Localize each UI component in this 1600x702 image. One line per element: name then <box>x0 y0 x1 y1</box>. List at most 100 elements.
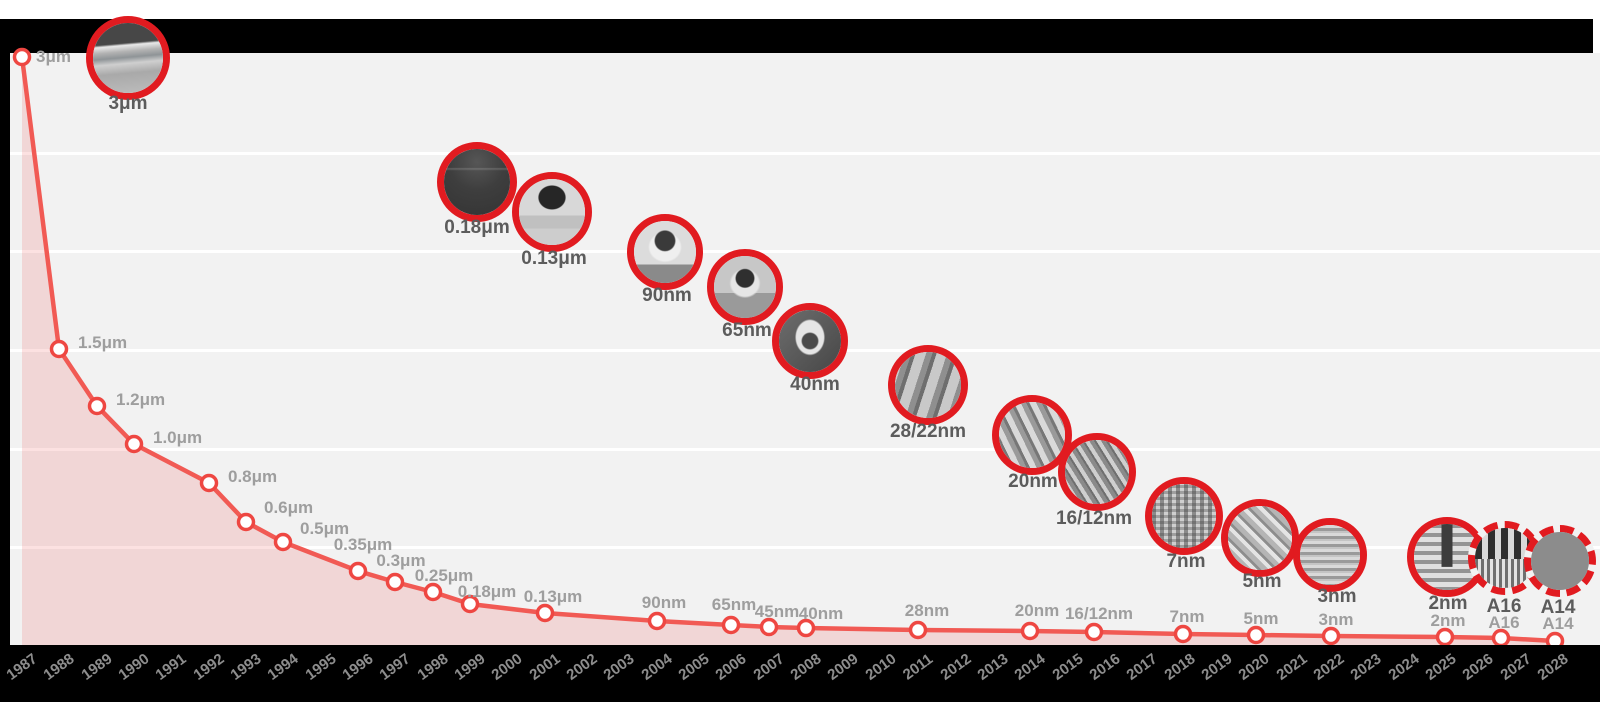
callout-circle-a16 <box>1468 521 1542 595</box>
year-tick-label: 2027 <box>1497 650 1535 684</box>
callout-label: 3nm <box>1317 586 1357 607</box>
year-tick-label: 2003 <box>600 650 638 684</box>
micrograph-image <box>779 310 841 372</box>
data-point-marker <box>721 615 741 635</box>
year-tick-label: 2012 <box>937 650 974 684</box>
node-label: A14 <box>1542 614 1574 633</box>
callout-label: 65nm <box>722 320 772 341</box>
callout-circle-a14 <box>1524 525 1596 597</box>
gridline <box>10 152 1600 155</box>
micrograph-image <box>999 402 1065 468</box>
data-point-marker <box>908 620 928 640</box>
data-point-marker <box>1020 621 1040 641</box>
year-tick-label: 2026 <box>1459 650 1497 684</box>
year-tick-label: 2008 <box>787 650 825 684</box>
callout-circle-013m <box>512 172 592 252</box>
micrograph-image <box>519 179 585 245</box>
micrograph-image <box>1228 506 1292 570</box>
node-label: 20nm <box>1014 601 1060 620</box>
callout-circle-65nm <box>707 249 783 325</box>
node-label: 0.18μm <box>457 582 517 601</box>
data-point-marker <box>1435 627 1455 647</box>
top-margin-strip <box>0 0 1600 19</box>
node-label: 16/12nm <box>1064 604 1134 623</box>
data-point-marker <box>236 512 256 532</box>
micrograph-image <box>1300 525 1360 585</box>
year-tick-label: 2028 <box>1534 650 1572 684</box>
data-point-marker <box>87 396 107 416</box>
year-tick-label: 2024 <box>1385 650 1423 684</box>
callout-circle-3nm <box>1293 518 1367 592</box>
gridline <box>10 546 1600 549</box>
node-label: 45nm <box>754 602 800 621</box>
callout-circle-5nm <box>1221 499 1299 577</box>
year-tick-label: 1993 <box>227 650 265 684</box>
micrograph-image <box>714 256 776 318</box>
callout-label: A16 <box>1486 596 1522 617</box>
micrograph-image <box>1531 532 1589 590</box>
year-tick-label: 2005 <box>675 650 713 684</box>
year-tick-label: 2009 <box>824 650 862 684</box>
micrograph-image <box>1414 524 1480 590</box>
micrograph-image <box>895 352 961 418</box>
area-fill <box>22 57 1555 645</box>
node-label: 65nm <box>711 595 757 614</box>
data-point-marker <box>796 618 816 638</box>
micrograph-image <box>634 221 696 283</box>
node-label: 7nm <box>1169 607 1205 626</box>
node-label: 90nm <box>641 593 687 612</box>
year-tick-label: 1997 <box>376 650 414 684</box>
year-tick-label: 2011 <box>899 650 937 684</box>
data-point-marker <box>199 473 219 493</box>
node-label: 3μm <box>36 47 71 66</box>
data-point-marker <box>1084 622 1104 642</box>
gridline <box>10 448 1600 451</box>
callout-circle-3m <box>86 16 170 100</box>
year-tick-label: 1995 <box>302 650 340 684</box>
year-tick-label: 2019 <box>1198 650 1236 684</box>
year-tick-label: 2013 <box>974 650 1012 684</box>
year-tick-label: 1999 <box>451 650 489 684</box>
node-label: 0.35μm <box>333 535 393 554</box>
year-tick-label: 1991 <box>152 650 190 684</box>
year-tick-label: 2016 <box>1086 650 1124 684</box>
callout-circle-1612nm <box>1058 433 1136 511</box>
data-point-marker <box>49 339 69 359</box>
callout-label: 3μm <box>108 93 148 114</box>
callout-label: A14 <box>1540 597 1576 618</box>
gridline <box>10 250 1600 253</box>
year-tick-label: 2018 <box>1161 650 1199 684</box>
micrograph-image <box>1065 440 1129 504</box>
callout-label: 7nm <box>1166 551 1206 572</box>
node-label: 1.0μm <box>153 428 203 447</box>
micrograph-image <box>1152 484 1216 548</box>
node-label: 0.3μm <box>376 551 426 570</box>
callout-label: 20nm <box>1008 471 1058 492</box>
year-tick-label: 2001 <box>526 650 564 684</box>
callout-circle-40nm <box>772 303 848 379</box>
year-tick-label: 1996 <box>339 650 377 684</box>
year-tick-label: 1989 <box>78 650 116 684</box>
node-label: 0.25μm <box>414 566 474 585</box>
callout-label: 40nm <box>790 374 840 395</box>
data-point-marker <box>348 561 368 581</box>
node-label: 2nm <box>1430 611 1466 630</box>
data-point-marker <box>273 532 293 552</box>
callout-label: 5nm <box>1242 571 1282 592</box>
year-tick-label: 2010 <box>862 650 900 684</box>
micrograph-image <box>93 23 163 93</box>
year-tick-label: 1987 <box>3 650 41 684</box>
node-label: 0.6μm <box>264 498 314 517</box>
data-point-marker <box>535 603 555 623</box>
year-tick-label: 1992 <box>190 650 228 684</box>
year-tick-label: 2025 <box>1422 650 1460 684</box>
year-tick-label: 2022 <box>1310 650 1348 684</box>
node-label: 3nm <box>1318 610 1354 629</box>
year-tick-label: 2014 <box>1011 650 1049 684</box>
year-tick-label: 2002 <box>563 650 601 684</box>
data-point-marker <box>1173 624 1193 644</box>
data-point-marker <box>460 594 480 614</box>
micrograph-image <box>1475 528 1535 588</box>
